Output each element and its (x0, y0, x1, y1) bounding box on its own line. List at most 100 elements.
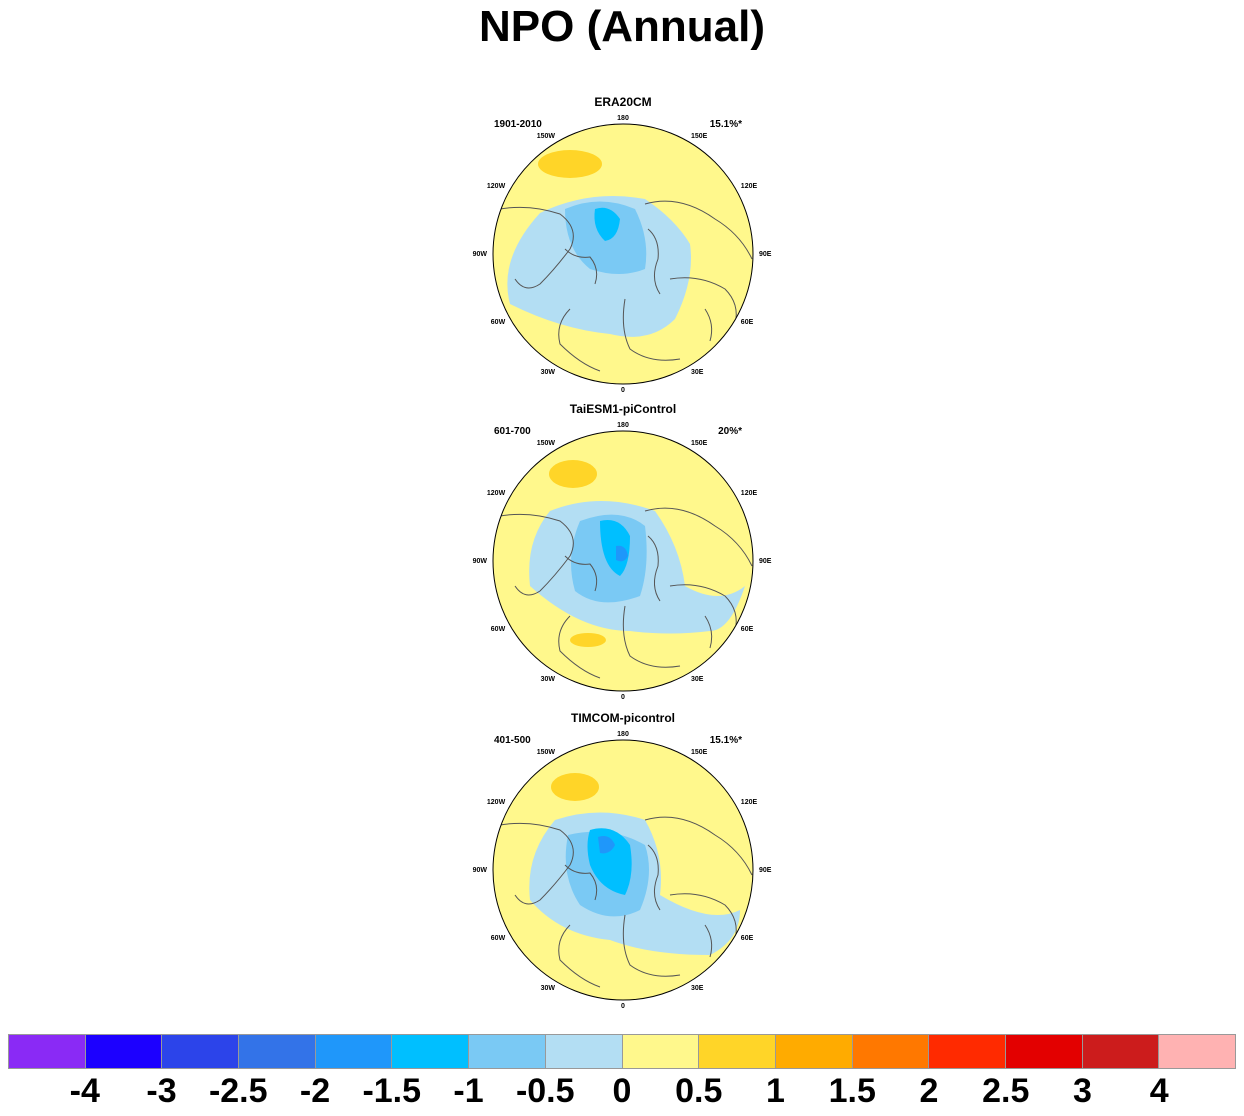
colorbar-tick-label: -2.5 (208, 1072, 268, 1110)
map-field (493, 124, 753, 384)
polar-map: 180 150E 120E 90E 60E 30E 0 30W 60W 90W 120W 150W (473, 115, 772, 394)
positive-anomaly (549, 460, 597, 488)
longitude-label: 180 (617, 115, 629, 122)
longitude-label: 150W (537, 133, 556, 140)
colorbar-tick-label: -0.5 (515, 1072, 575, 1110)
panel-variance: 15.1%* (709, 119, 742, 130)
longitude-label: 120W (487, 183, 506, 190)
positive-anomaly (551, 773, 599, 801)
map-field (493, 740, 753, 1000)
longitude-label: 60W (491, 626, 506, 633)
longitude-label: 150E (691, 440, 708, 447)
map-boundary (492, 739, 754, 1001)
colorbar-box (929, 1035, 1006, 1068)
colorbar-tick-label: 1.5 (828, 1072, 876, 1110)
longitude-label: 90E (759, 867, 772, 874)
coastline (669, 277, 737, 325)
colorbar-box (1082, 1035, 1160, 1068)
coastline (669, 893, 737, 941)
map-panel-taiesm1: TaiESM1-piControl 601-700 20%* 180 150E 12… (470, 402, 776, 702)
coastline (622, 914, 681, 977)
coastline (499, 513, 574, 596)
longitude-label: 90W (473, 558, 488, 565)
coastline (558, 924, 601, 988)
colorbar (8, 1034, 1236, 1069)
colorbar-box (622, 1035, 700, 1068)
longitude-label: 0 (621, 387, 625, 394)
longitude-label: 90E (759, 558, 772, 565)
negative-anomaly (594, 207, 620, 241)
longitude-label: 150E (691, 133, 708, 140)
longitude-label: 0 (621, 694, 625, 701)
negative-anomaly (587, 828, 632, 895)
longitude-label: 120E (741, 799, 758, 806)
longitude-label: 90W (473, 251, 488, 258)
panel-period: 1901-2010 (494, 119, 542, 130)
map-boundary (492, 123, 754, 385)
colorbar-box (469, 1035, 546, 1068)
coastline (644, 507, 753, 567)
colorbar-tick-label: -4 (69, 1072, 100, 1110)
longitude-label: 150E (691, 749, 708, 756)
longitude-label: 120E (741, 183, 758, 190)
longitude-label: 30W (541, 985, 556, 992)
colorbar-box (9, 1035, 86, 1068)
coastline (704, 308, 713, 342)
colorbar-tick-label: 1 (766, 1072, 785, 1110)
map-panel-timcom: TIMCOM-picontrol 401-500 15.1%* 180 150E 1… (470, 711, 776, 1011)
coastline (669, 584, 737, 632)
panel-period: 401-500 (494, 735, 531, 746)
colorbar-box (852, 1035, 930, 1068)
colorbar-tick-label: -1 (453, 1072, 484, 1110)
longitude-label: 60W (491, 935, 506, 942)
coastline (647, 844, 661, 911)
longitude-label: 90W (473, 867, 488, 874)
coastline (704, 615, 713, 649)
map-boundary (492, 430, 754, 692)
coastline (564, 555, 598, 592)
coastline (558, 615, 601, 679)
colorbar-box (392, 1035, 470, 1068)
negative-anomaly (600, 520, 630, 576)
panel-title: ERA20CM (594, 95, 652, 109)
colorbar-tick-label: 0 (612, 1072, 632, 1110)
coastline (558, 308, 601, 372)
colorbar-labels: -4 -3 -2.5 -2 -1.5 -1 -0.5 0 0.5 1 1.5 2 2.5 3 4 (0, 1072, 1244, 1116)
panel-title: TaiESM1-piControl (569, 402, 677, 416)
colorbar-box (1159, 1035, 1235, 1068)
positive-anomaly (538, 150, 602, 178)
longitude-label: 150W (537, 749, 556, 756)
colorbar-box (1005, 1035, 1083, 1068)
coastline (564, 864, 598, 901)
coastline (644, 200, 753, 260)
longitude-label: 0 (621, 1003, 625, 1010)
coastline (704, 924, 713, 958)
longitude-label: 90E (759, 251, 772, 258)
polar-map: 180 150E 120E 90E 60E 30E 0 30W 60W 90W 120W 150W (473, 731, 772, 1010)
longitude-label: 120E (741, 490, 758, 497)
longitude-label: 30E (691, 985, 704, 992)
colorbar-box (545, 1035, 623, 1068)
longitude-label: 60E (741, 319, 754, 326)
colorbar-box (315, 1035, 393, 1068)
colorbar-box (162, 1035, 240, 1068)
panel-variance: 20%* (718, 426, 742, 437)
longitude-label: 180 (617, 422, 629, 429)
colorbar-box (85, 1035, 163, 1068)
colorbar-tick-label: 2 (919, 1072, 939, 1110)
longitude-label: 60W (491, 319, 506, 326)
coastline (564, 248, 598, 285)
coastline (622, 298, 681, 361)
colorbar-tick-label: 0.5 (675, 1072, 723, 1110)
colorbar-tick-label: 3 (1073, 1072, 1092, 1110)
longitude-label: 30W (541, 369, 556, 376)
panel-variance: 15.1%* (709, 735, 742, 746)
longitude-label: 120W (487, 490, 506, 497)
longitude-label: 150W (537, 440, 556, 447)
colorbar-tick-label: -3 (146, 1072, 177, 1110)
positive-anomaly (570, 633, 606, 647)
colorbar-box (775, 1035, 853, 1068)
negative-anomaly (616, 545, 628, 562)
coastline (622, 605, 681, 668)
longitude-label: 120W (487, 799, 506, 806)
